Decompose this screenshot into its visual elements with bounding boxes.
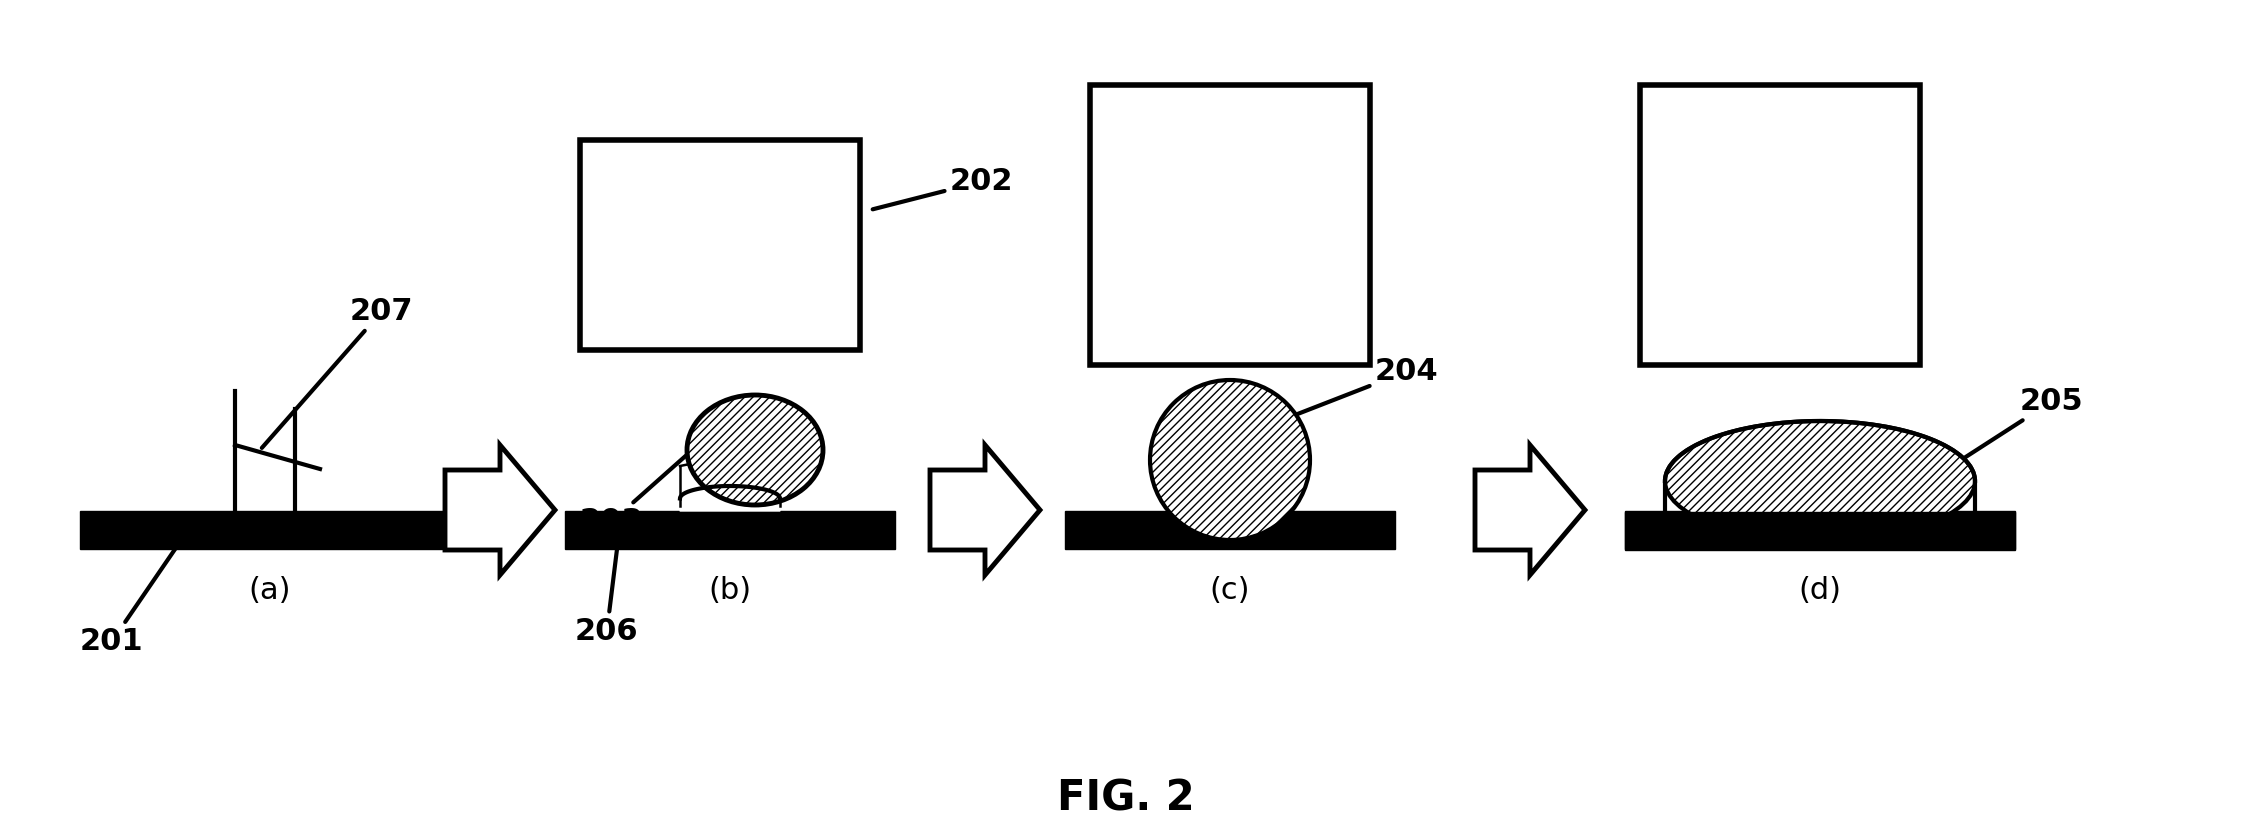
Polygon shape — [680, 486, 779, 511]
Bar — [1626, 512, 2016, 550]
Text: (c): (c) — [1209, 576, 1250, 605]
Text: 203: 203 — [581, 454, 687, 536]
Polygon shape — [1475, 445, 1585, 575]
Text: 202: 202 — [874, 167, 1013, 210]
Bar — [581, 140, 860, 350]
Text: (b): (b) — [709, 576, 752, 605]
Ellipse shape — [1151, 380, 1311, 540]
Text: 208: 208 — [698, 411, 761, 440]
Polygon shape — [446, 445, 554, 575]
Text: 205: 205 — [1932, 387, 2083, 478]
Ellipse shape — [687, 395, 822, 505]
Bar — [1626, 511, 2016, 549]
Text: 201: 201 — [81, 522, 194, 656]
Bar — [1090, 85, 1369, 365]
Ellipse shape — [1664, 421, 1975, 541]
Text: FIG. 2: FIG. 2 — [1056, 777, 1196, 819]
Text: 204: 204 — [1297, 357, 1439, 414]
Bar — [81, 511, 459, 549]
Text: (d): (d) — [1799, 576, 1842, 605]
Polygon shape — [930, 445, 1040, 575]
Bar — [1639, 85, 1921, 365]
Text: (a): (a) — [248, 576, 291, 605]
Bar — [1065, 511, 1394, 549]
Text: 207: 207 — [261, 297, 414, 448]
Text: 206: 206 — [574, 528, 640, 646]
Bar — [1185, 499, 1275, 511]
Bar — [565, 511, 894, 549]
